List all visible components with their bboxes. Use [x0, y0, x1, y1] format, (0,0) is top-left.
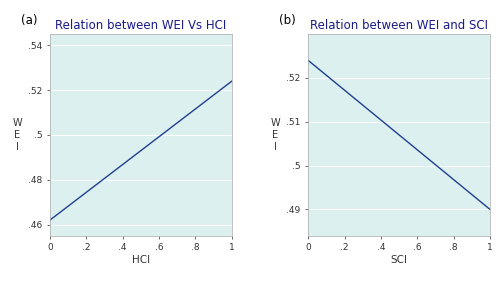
Text: (a): (a) — [21, 14, 38, 27]
Title: Relation between WEI and SCI: Relation between WEI and SCI — [310, 18, 488, 32]
Y-axis label: W
E
I: W E I — [12, 118, 22, 151]
X-axis label: HCI: HCI — [132, 255, 150, 265]
Text: (b): (b) — [279, 14, 296, 27]
Y-axis label: W
E
I: W E I — [270, 118, 280, 151]
X-axis label: SCI: SCI — [390, 255, 407, 265]
Title: Relation between WEI Vs HCI: Relation between WEI Vs HCI — [56, 18, 226, 32]
